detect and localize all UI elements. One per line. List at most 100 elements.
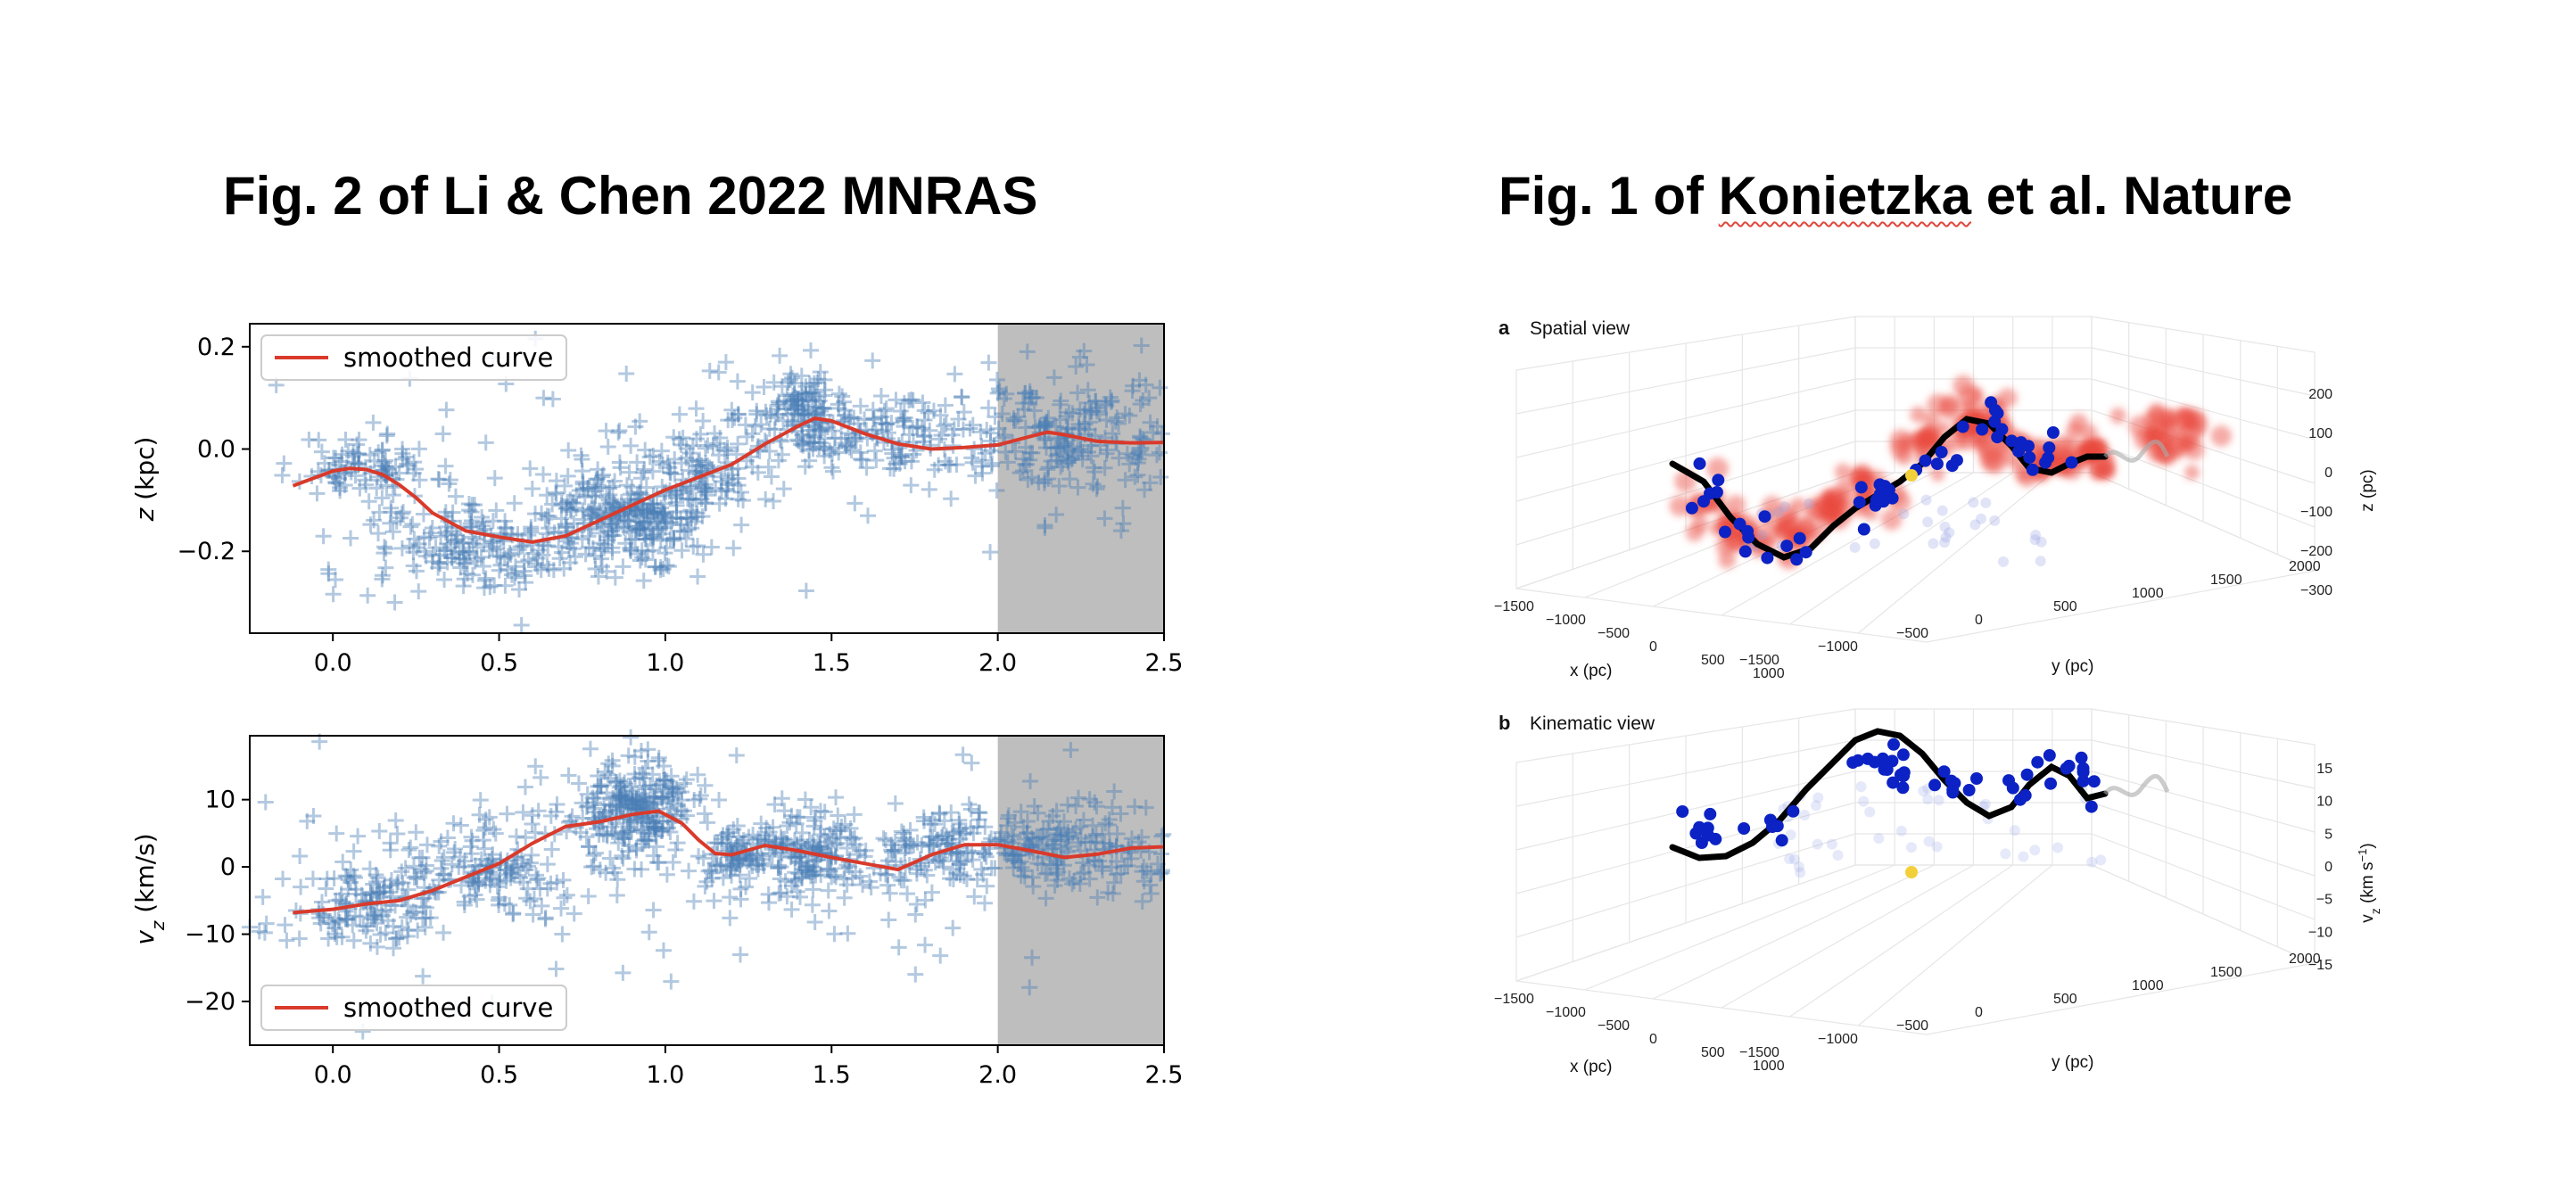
vz-scatter-point [524,807,541,824]
z-scatter-point [666,466,683,482]
vz-scatter-point [1109,866,1126,883]
a-grid-line [2091,441,2316,528]
z-scatter-point [651,519,668,536]
vz-scatter-point [797,861,813,878]
z-scatter-point [730,435,747,452]
vz-scatter-point [708,857,725,874]
z-scatter-point [703,539,720,556]
z-scatter-point [631,505,648,522]
vz-scatter-point [1123,850,1140,867]
z-scatter-point [506,495,523,512]
spatial-faint-point [1849,541,1861,553]
vz-scatter-point [951,822,968,839]
z-scatter-point [1011,465,1028,482]
vz-scatter-point [389,825,406,842]
vz-scatter-point [1123,830,1140,847]
z-scatter-point [498,520,515,537]
vz-scatter-point [590,826,607,843]
z-scatter-point [830,444,847,461]
z-scatter-point [684,490,701,507]
z-scatter-point [794,388,811,405]
vz-scatter-point [648,801,665,818]
vz-scatter-point [1103,859,1120,876]
vz-scatter-point [981,834,998,851]
vz-scatter-point [1050,821,1067,838]
z-scatter-point [645,530,662,547]
vz-scatter-point [902,821,919,838]
vz-scatter-point [787,864,804,881]
z-scatter-point [888,391,904,408]
z-scatter-point [398,449,415,466]
vz-scatter-point [291,930,308,947]
z-scatter-point [627,418,644,435]
z-scatter-point [437,523,454,540]
z-scatter-point [653,442,670,459]
z-scatter-point [393,506,410,523]
vz-scatter-point [431,837,448,854]
z-scatter-point [492,525,509,542]
vz-scatter-point [760,886,777,902]
vz-scatter-point [931,805,948,822]
spatial-blue-dot [2026,463,2039,476]
vz-scatter-point [791,853,808,870]
vz-scatter-point [807,809,824,826]
spatial-red-blob [1895,447,1913,466]
spatial-blue-dot [1853,496,1866,509]
z-scatter-point [436,571,453,588]
vz-scatter-point [1112,865,1129,882]
vz-scatter-point [515,874,532,891]
z-scatter-point [697,479,714,496]
vz-scatter-point [826,926,843,943]
z-scatter-point [455,555,472,572]
z-scatter-point [455,543,472,560]
z-scatter-point [604,518,621,535]
z-scatter-point [541,520,557,537]
z-scatter-point [332,482,349,499]
vz-scatter-point [580,887,597,904]
vz-scatter-point [964,852,981,869]
vz-scatter-point [1153,862,1170,879]
vz-scatter-point [830,807,846,824]
z-scatter-point [896,413,912,430]
z-scatter-point [496,549,513,566]
vz-scatter-point [738,878,755,895]
vz-scatter-point [782,849,799,866]
z-scatter-point [673,542,690,559]
vz-scatter-point [787,850,804,867]
vz-scatter-point [673,792,690,809]
vz-scatter-point [865,860,882,877]
vz-scatter-point [611,788,628,805]
z-scatter-point [823,459,840,476]
vz-scatter-point [431,871,448,888]
vz-scatter-point [366,911,383,928]
vz-scatter-point [1034,828,1051,845]
z-scatter-point [838,437,855,454]
z-scatter-point [557,500,574,517]
b-y-tick-label: 1000 [2132,978,2164,993]
vz-scatter-point [604,823,621,840]
vz-scatter-point [761,894,778,911]
z-scatter-point [458,556,475,573]
z-scatter-point [276,455,293,472]
vz-scatter-point [623,799,640,816]
vz-scatter-point [605,789,622,806]
z-scatter-point [779,387,796,404]
z-scatter-point [1152,469,1169,486]
z-scatter-point [455,578,472,595]
vz-scatter-point [766,796,783,813]
z-scatter-point [1119,445,1135,462]
z-scatter-point [623,437,640,454]
z-scatter-point [616,511,633,528]
spatial-blue-dot [1793,532,1806,545]
z-scatter-point [837,435,854,452]
vz-scatter-point [792,835,809,852]
z-scatter-point [640,502,656,519]
z-scatter-point [812,422,829,439]
vz-scatter-point [368,873,385,890]
vz-scatter-point [640,753,656,770]
vz-scatter-point [927,816,944,833]
z-scatter-point [382,515,399,532]
vz-scatter-point [362,884,379,901]
vz-scatter-point [731,828,747,845]
vz-scatter-point [553,900,570,917]
